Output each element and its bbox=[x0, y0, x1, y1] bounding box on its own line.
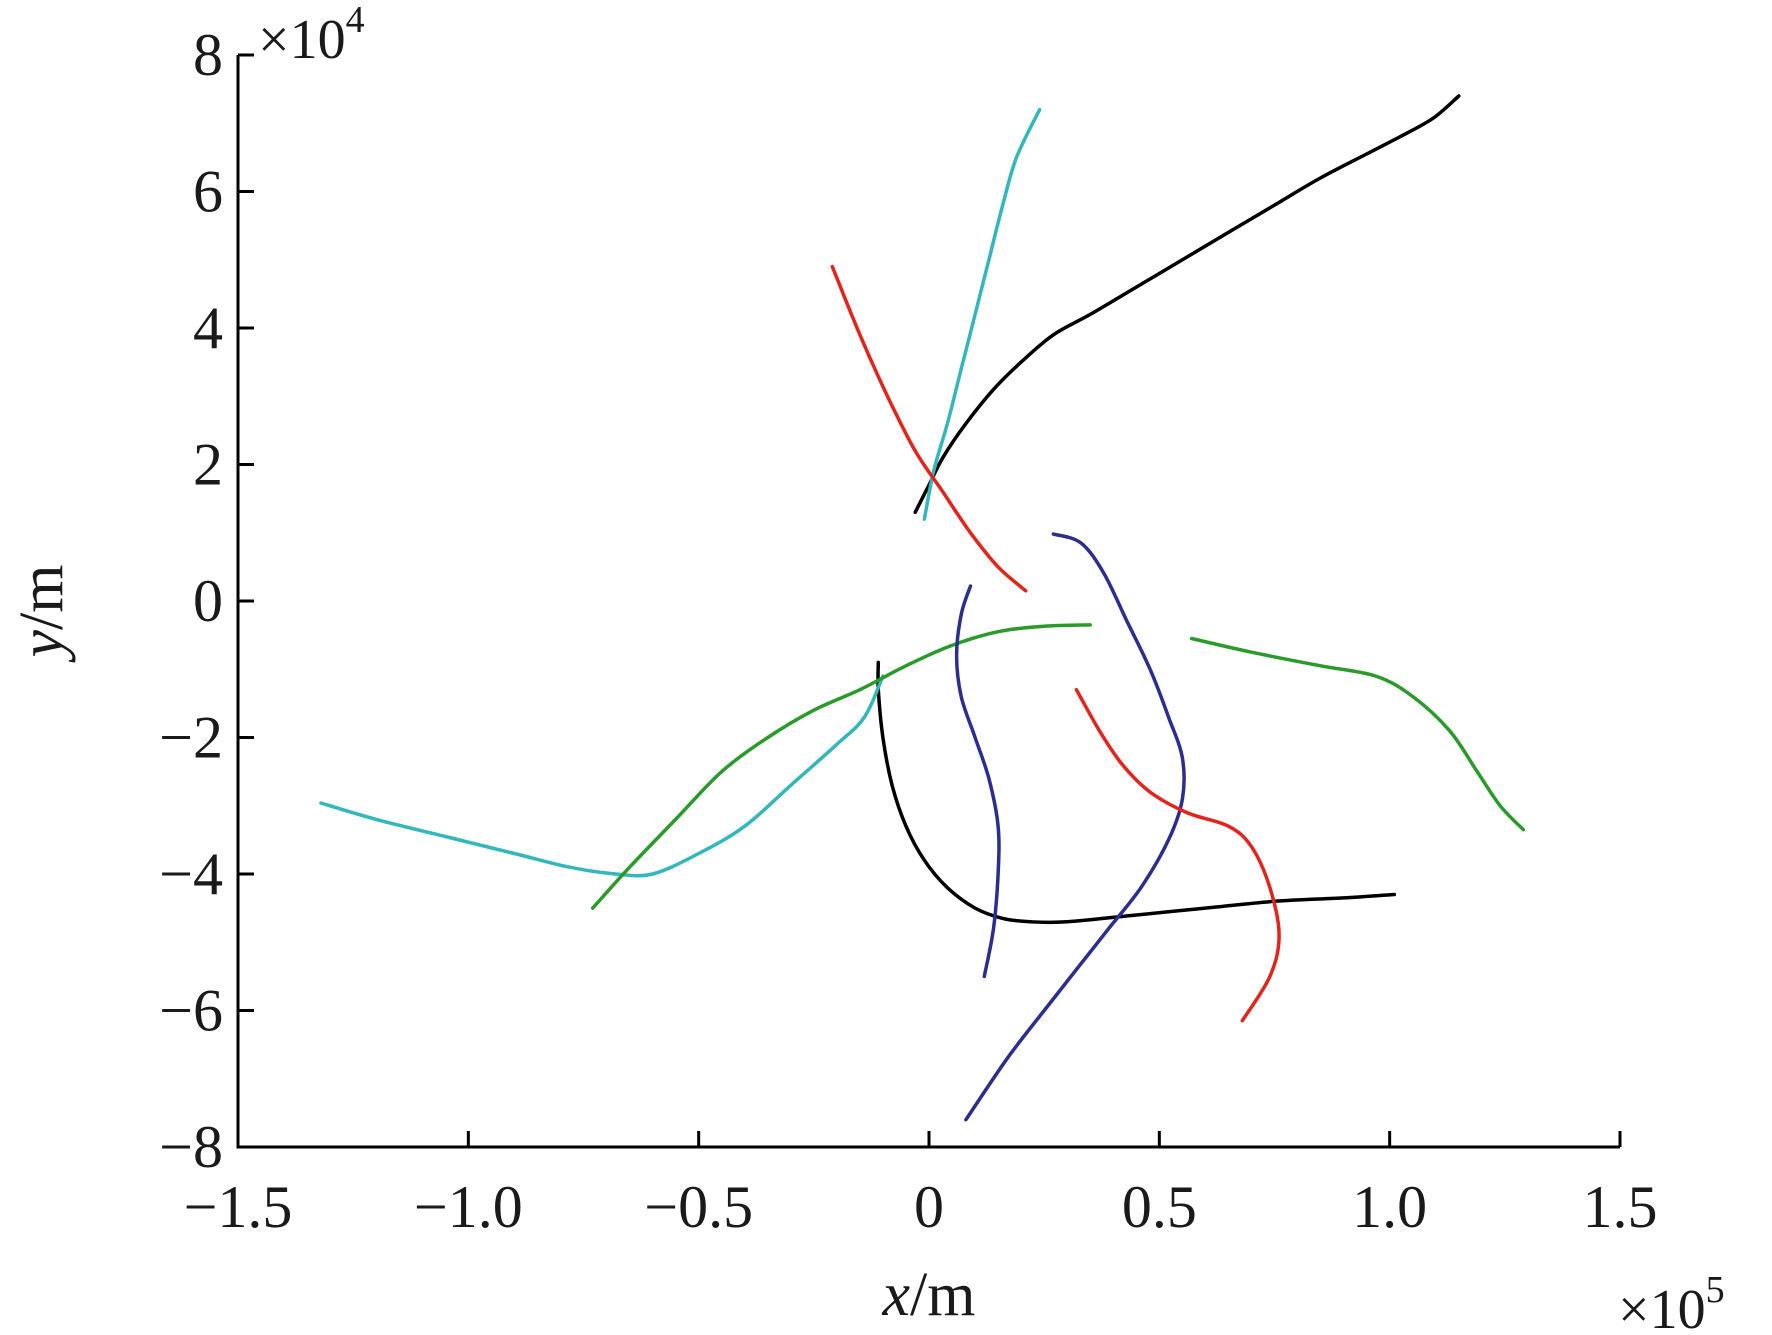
y-tick-label: −6 bbox=[159, 978, 223, 1044]
trajectory-line-6 bbox=[590, 623, 1092, 910]
axes-layer bbox=[236, 55, 1620, 1149]
y-tick-label: 0 bbox=[193, 568, 223, 634]
trajectory-line-1 bbox=[913, 94, 1461, 515]
y-tick-label: 6 bbox=[193, 159, 223, 225]
y-axis-label-unit: /m bbox=[8, 565, 76, 630]
y-axis-exponent: ×104 bbox=[258, 0, 365, 71]
x-tick-label: 0.5 bbox=[1122, 1174, 1197, 1240]
series-layer bbox=[319, 94, 1526, 1122]
x-tick-label: 1.0 bbox=[1352, 1174, 1427, 1240]
trajectory-line-7 bbox=[1189, 636, 1526, 832]
y-ticks: −8 −6 −4 −2 0 2 4 6 8 bbox=[159, 22, 254, 1180]
y-tick-label: 4 bbox=[193, 295, 223, 361]
x-axis-exponent: ×105 bbox=[1618, 1269, 1725, 1335]
x-tick-label: −1.5 bbox=[184, 1174, 293, 1240]
trajectory-line-5 bbox=[319, 674, 885, 878]
y-tick-label: 2 bbox=[193, 432, 223, 498]
y-tick-label: −2 bbox=[159, 705, 223, 771]
trajectory-line-8 bbox=[954, 584, 1001, 979]
trajectory-line-9 bbox=[964, 532, 1186, 1122]
y-tick-label: −4 bbox=[159, 841, 223, 907]
x-axis-label: x/m bbox=[882, 1261, 976, 1329]
x-tick-label: 1.5 bbox=[1583, 1174, 1658, 1240]
y-exponent-power: 4 bbox=[346, 0, 365, 41]
y-axis-label: y/m bbox=[8, 565, 76, 664]
axis-frame bbox=[236, 55, 1620, 1149]
y-tick-label: 8 bbox=[193, 22, 223, 88]
trajectory-line-2 bbox=[922, 107, 1042, 521]
x-exponent-power: 5 bbox=[1706, 1269, 1725, 1311]
trajectory-line-3 bbox=[830, 264, 1028, 593]
y-axis-label-var: y bbox=[8, 629, 76, 663]
x-axis-label-var: x bbox=[882, 1261, 911, 1329]
x-axis-label-unit: /m bbox=[910, 1261, 975, 1329]
x-exponent-base: ×10 bbox=[1618, 1279, 1706, 1335]
y-tick-label: −8 bbox=[159, 1114, 223, 1180]
x-tick-label: −1.0 bbox=[414, 1174, 523, 1240]
trajectory-line-10 bbox=[1074, 687, 1281, 1023]
y-exponent-base: ×10 bbox=[258, 9, 346, 71]
x-tick-label: −0.5 bbox=[644, 1174, 753, 1240]
trajectory-line-4 bbox=[876, 660, 1397, 925]
x-ticks: −1.5 −1.0 −0.5 0 0.5 1.0 1.5 bbox=[184, 1131, 1658, 1240]
x-tick-label: 0 bbox=[914, 1174, 944, 1240]
